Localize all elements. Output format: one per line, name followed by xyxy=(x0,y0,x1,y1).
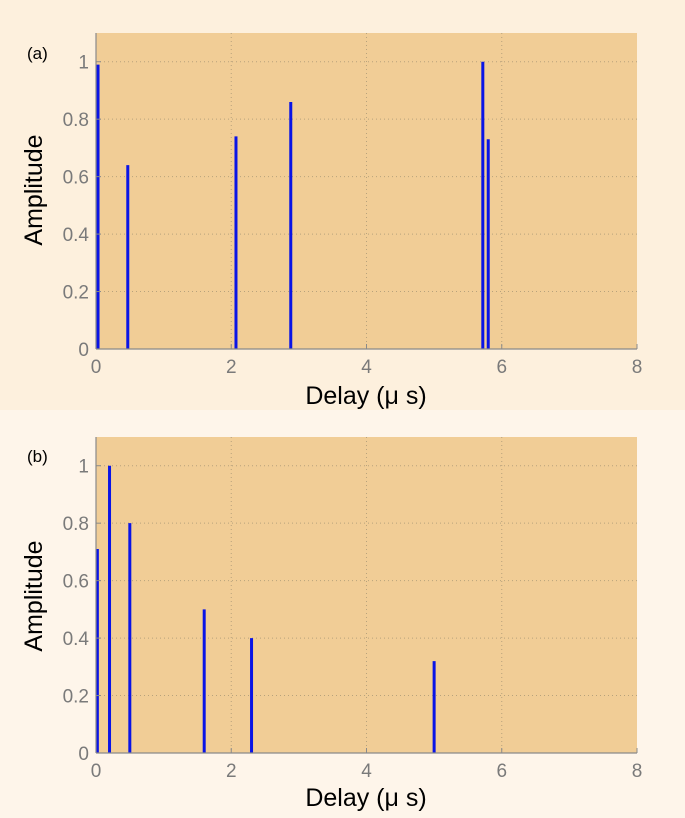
x-axis-label-a: Delay (μ s) xyxy=(305,382,426,410)
x-tick-label-a-0: 0 xyxy=(91,357,102,378)
y-tick-label-b-1: 0.2 xyxy=(63,687,89,708)
y-tick-label-a-1: 0.2 xyxy=(63,283,89,304)
grid-b xyxy=(96,437,637,753)
x-tick-label-b-2: 4 xyxy=(361,761,372,782)
y-tick-label-a-3: 0.6 xyxy=(63,168,89,189)
stems-a xyxy=(96,61,490,349)
grid-a xyxy=(96,33,637,349)
x-tick-label-b-4: 8 xyxy=(632,761,643,782)
x-tick-label-a-1: 2 xyxy=(226,357,237,378)
panel-label-b: (b) xyxy=(27,447,48,466)
x-tick-label-a-2: 4 xyxy=(361,357,372,378)
axes-a xyxy=(95,33,638,350)
y-tick-label-a-4: 0.8 xyxy=(63,110,89,131)
y-tick-label-b-3: 0.6 xyxy=(63,572,89,593)
y-tick-label-b-5: 1 xyxy=(78,457,89,478)
chart-panel-b: 0 0.2 0.4 0.6 0.8 1 0 2 4 6 8 (b) Amplitude Delay… xyxy=(20,437,642,812)
x-axis-label-b: Delay (μ s) xyxy=(305,784,426,812)
axes-b xyxy=(95,437,638,754)
x-tick-label-b-0: 0 xyxy=(91,761,102,782)
y-tick-label-b-4: 0.8 xyxy=(63,514,89,535)
x-tick-label-a-3: 6 xyxy=(496,357,507,378)
panel-label-a: (a) xyxy=(27,44,48,63)
x-tick-label-b-1: 2 xyxy=(226,761,237,782)
y-tick-labels-a: 0 0.2 0.4 0.6 0.8 1 xyxy=(63,53,90,361)
y-tick-label-a-5: 1 xyxy=(78,53,89,74)
stems-b xyxy=(95,465,436,753)
chart-panel-a: 0 0.2 0.4 0.6 0.8 1 0 2 4 6 8 (a) Amplitude Delay… xyxy=(20,33,642,410)
y-tick-labels-b: 0 0.2 0.4 0.6 0.8 1 xyxy=(63,457,90,765)
y-tick-label-a-0: 0 xyxy=(78,340,89,361)
y-axis-label-a: Amplitude xyxy=(20,134,48,245)
y-tick-label-a-2: 0.4 xyxy=(63,225,90,246)
y-tick-label-b-0: 0 xyxy=(78,744,89,765)
x-tick-labels-b: 0 2 4 6 8 xyxy=(91,761,643,782)
x-tick-labels-a: 0 2 4 6 8 xyxy=(91,357,643,378)
y-tick-label-b-2: 0.4 xyxy=(63,629,90,650)
y-axis-label-b: Amplitude xyxy=(20,540,48,651)
x-tick-label-b-3: 6 xyxy=(496,761,507,782)
x-tick-label-a-4: 8 xyxy=(632,357,643,378)
